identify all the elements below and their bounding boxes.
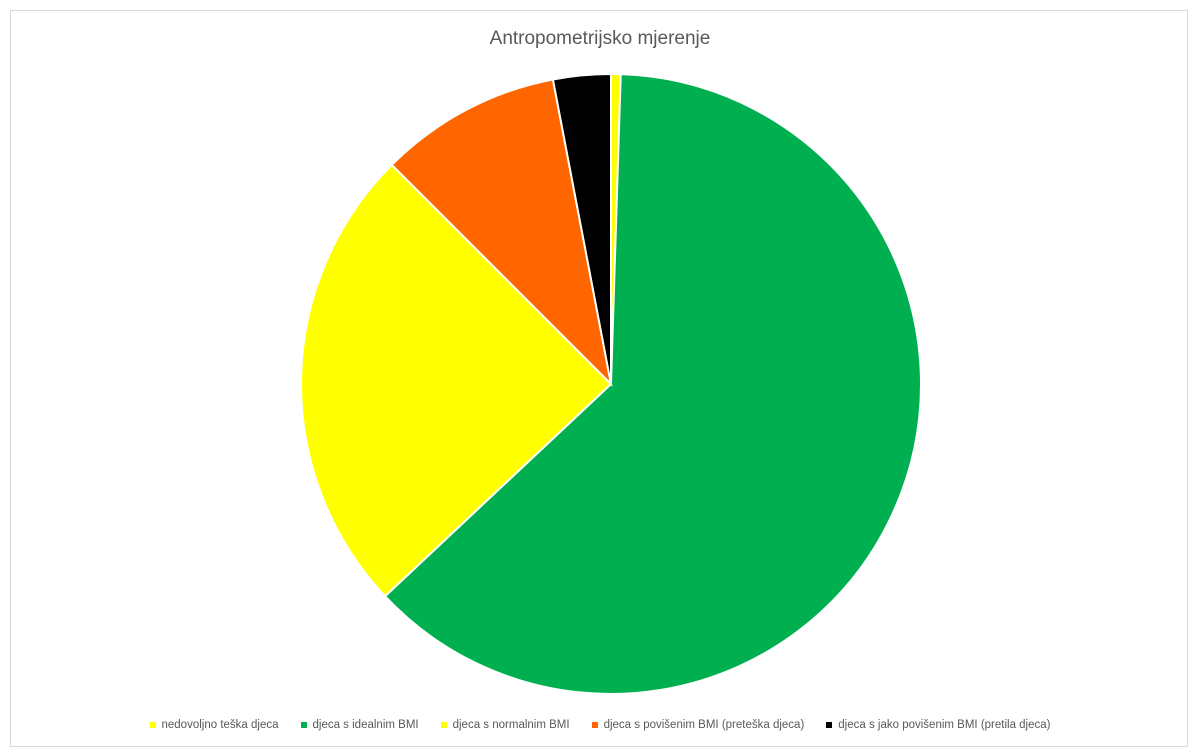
legend-label: djeca s idealnim BMI — [312, 719, 419, 731]
legend-swatch — [149, 722, 156, 728]
chart-title: Antropometrijsko mjerenje — [489, 28, 711, 49]
legend-label: djeca s jako povišenim BMI (pretila djec… — [838, 719, 1051, 731]
legend-label: djeca s povišenim BMI (preteška djeca) — [603, 719, 805, 731]
legend-label: nedovoljno teška djeca — [161, 719, 279, 731]
pie-slice-5 — [551, 72, 612, 385]
legend-swatch — [826, 722, 833, 728]
legend-item-2: djeca s idealnim BMI — [300, 719, 419, 731]
legend-item-1: nedovoljno teška djeca — [149, 719, 279, 731]
chart-legend: nedovoljno teška djeca djeca s idealnim B… — [0, 719, 1200, 731]
legend-swatch — [440, 722, 447, 728]
legend-label: djeca s normalnim BMI — [452, 719, 570, 731]
pie-slice-3 — [300, 163, 613, 598]
legend-swatch — [591, 722, 598, 728]
legend-swatch — [300, 722, 307, 728]
pie-slice-4 — [390, 78, 613, 388]
legend-item-3: djeca s normalnim BMI — [440, 719, 570, 731]
legend-item-4: djeca s povišenim BMI (preteška djeca) — [591, 719, 805, 731]
pie-slice-2 — [383, 73, 922, 695]
legend-item-5: djeca s jako povišenim BMI (pretila djec… — [826, 719, 1050, 731]
